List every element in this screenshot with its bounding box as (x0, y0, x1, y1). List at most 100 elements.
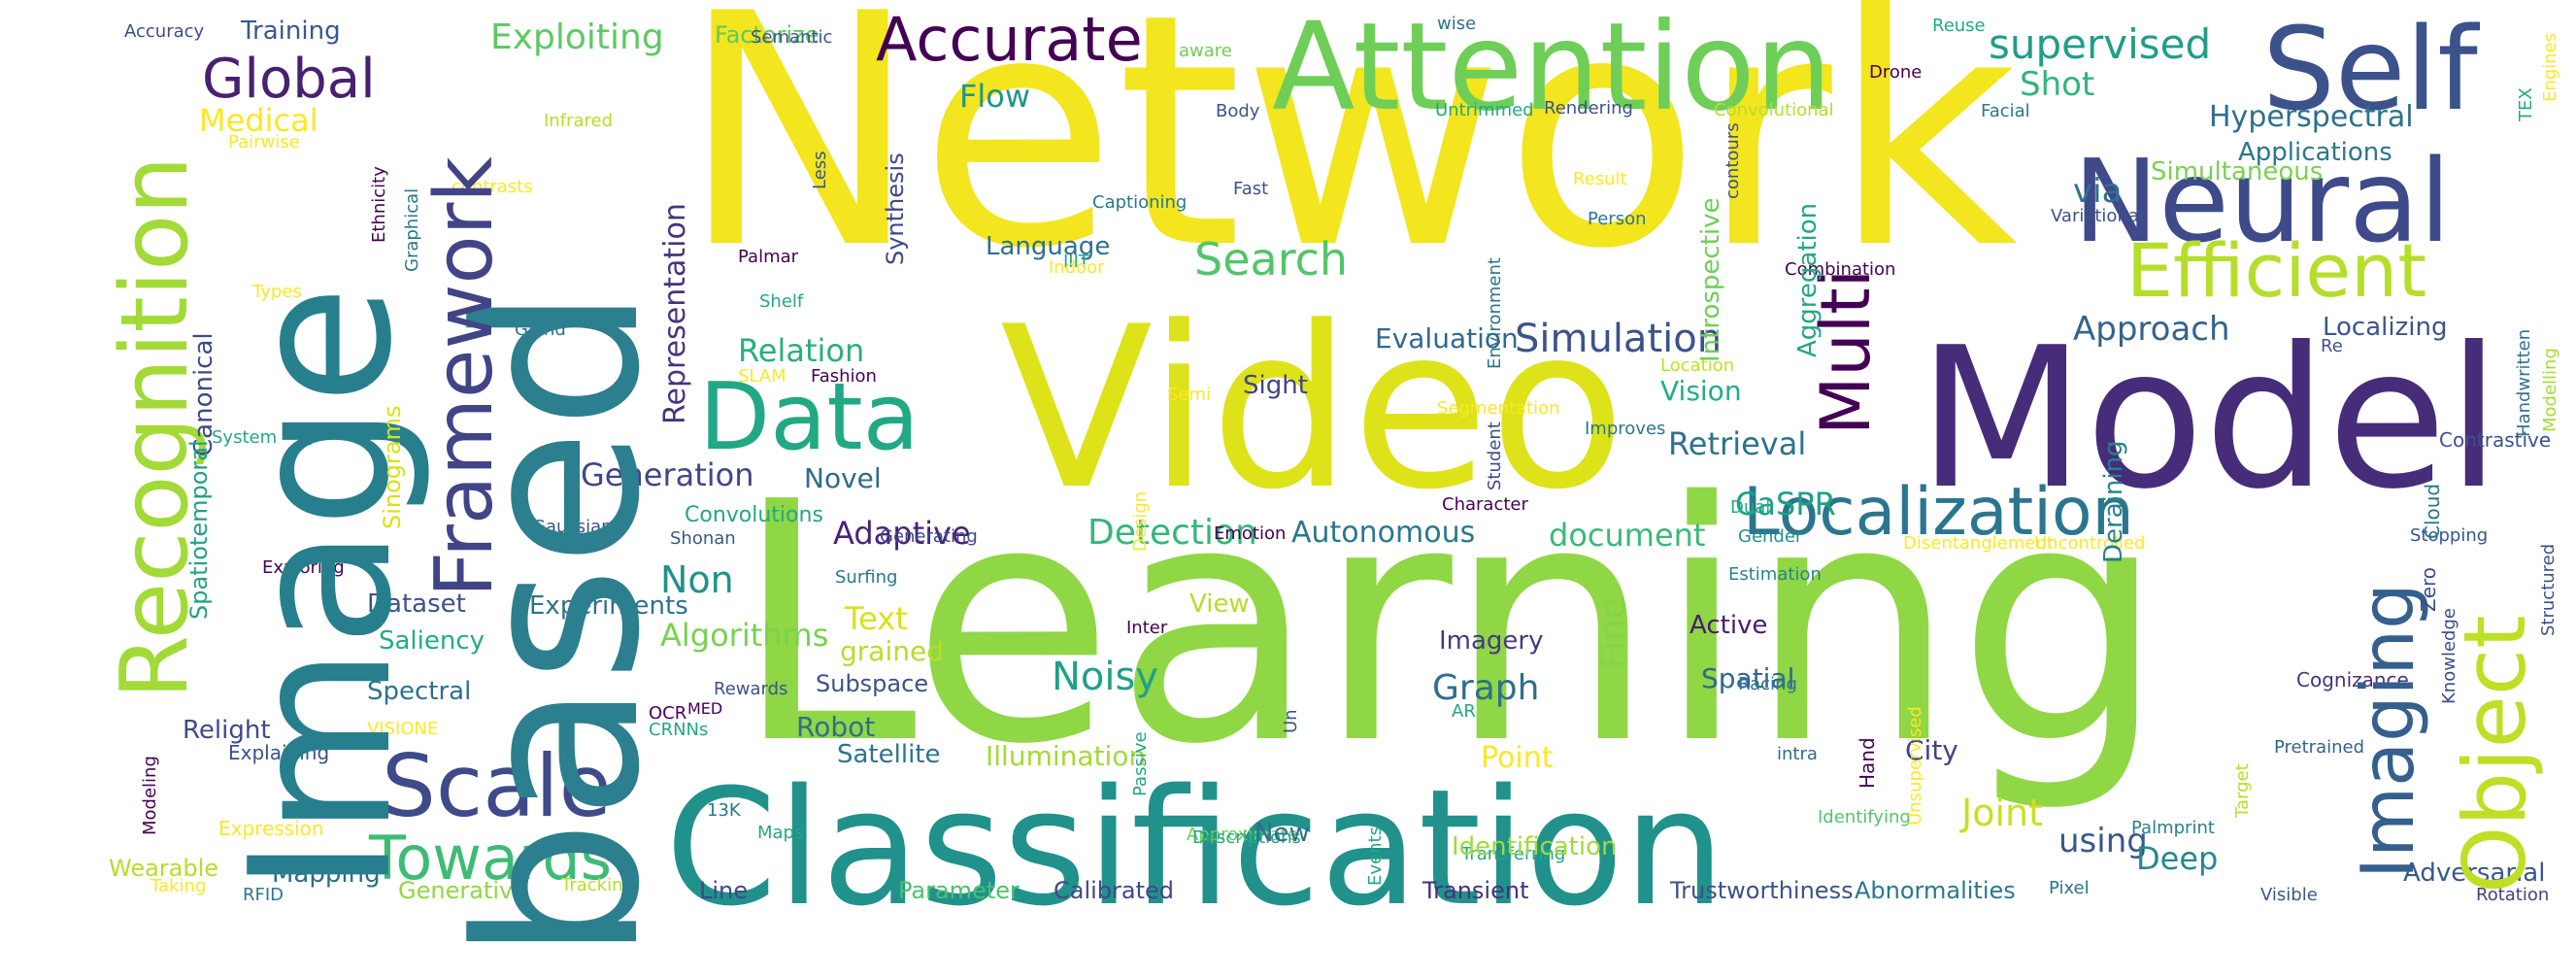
cloud-word: Evaluation (1375, 322, 1519, 354)
cloud-word: Modelling (2540, 348, 2560, 432)
cloud-word: Mapping (272, 860, 381, 889)
cloud-word: supervised (1989, 20, 2211, 68)
cloud-word: Indoor (1049, 257, 1105, 278)
cloud-word: Tracking (560, 875, 634, 895)
cloud-word: aware (1179, 41, 1232, 61)
cloud-word: Ethnicity (369, 166, 389, 243)
cloud-word: Events (1365, 826, 1386, 886)
cloud-word: Captioning (1092, 192, 1187, 213)
cloud-word: Attention (1272, 0, 1832, 138)
cloud-word: MED (687, 699, 722, 718)
cloud-word: Racing (1738, 674, 1797, 694)
cloud-word: Reuse (1932, 16, 1986, 36)
cloud-word: TEX (2516, 87, 2536, 122)
cloud-word: Experiments (529, 591, 688, 621)
cloud-word: Body (1216, 101, 1260, 121)
cloud-word: Relight (183, 716, 271, 745)
cloud-word: Combination (1785, 259, 1895, 280)
cloud-word: Approximate (1187, 825, 1298, 845)
cloud-word: Calibrated (1054, 877, 1174, 904)
cloud-word: Video (1000, 280, 1625, 539)
cloud-word: Spatial (1701, 662, 1794, 694)
cloud-word: Self (2262, 2, 2480, 136)
cloud-word: Flow (959, 78, 1030, 115)
cloud-word: wise (1437, 14, 1476, 34)
cloud-word: Active (1689, 611, 1767, 640)
cloud-word: Recognition (102, 156, 209, 699)
cloud-word: Joint (1959, 792, 2043, 834)
cloud-word: Non (660, 558, 734, 601)
cloud-word: Surfing (835, 567, 897, 588)
cloud-word: Robot (796, 711, 875, 743)
cloud-word: Result (1573, 169, 1627, 189)
cloud-word: View (1189, 590, 1250, 619)
cloud-word: Convolutional (1714, 100, 1834, 120)
cloud-word: Un (1281, 709, 1301, 733)
cloud-word: Sight (1243, 371, 1308, 400)
cloud-word: Canonical (189, 332, 218, 456)
cloud-word: Pixel (2049, 878, 2090, 898)
cloud-word: Neural (2073, 134, 2451, 268)
cloud-word: Stopping (2410, 525, 2488, 546)
cloud-word: Synthesis (882, 152, 909, 265)
cloud-word: Algorithms (660, 617, 828, 654)
cloud-word: AR (1452, 701, 1476, 722)
cloud-word: Applications (2238, 138, 2392, 167)
cloud-word: Spatiotemporal (185, 440, 213, 620)
cloud-word: Disentanglement (1903, 533, 2054, 554)
cloud-word: CaSPR (1735, 486, 1836, 523)
cloud-word: Search (1194, 233, 1348, 286)
cloud-word: Segmentation (1437, 398, 1560, 419)
cloud-word: Wearable (109, 855, 218, 882)
cloud-word: Scale (382, 736, 612, 836)
cloud-word: Deep (2136, 840, 2218, 877)
cloud-word: Deraining (2099, 440, 2128, 563)
cloud-word: Design (1130, 491, 1151, 552)
cloud-word: Point (1481, 741, 1554, 775)
cloud-word: Descriptions (1192, 827, 1301, 848)
cloud-word: Character (1442, 494, 1528, 515)
cloud-word: Illumination (986, 740, 1146, 772)
cloud-word: document (1549, 517, 1705, 554)
cloud-word: Cognizance (2296, 668, 2409, 691)
cloud-word: Adversarial (2403, 859, 2545, 888)
cloud-word: Re (2321, 336, 2343, 356)
cloud-word: Contrastive (2439, 428, 2551, 452)
cloud-word: Fashion (811, 366, 877, 387)
cloud-word: Identification (1452, 832, 1617, 861)
cloud-word: Representation (658, 203, 692, 424)
cloud-word: Dual (1730, 497, 1770, 518)
cloud-word: Structured (2538, 544, 2559, 636)
cloud-word: Modeling (140, 756, 160, 835)
cloud-word: intra (1777, 744, 1818, 764)
cloud-word: Simulation (1515, 317, 1722, 361)
cloud-word: Noisy (1052, 655, 1158, 699)
cloud-word: Improves (1585, 419, 1665, 439)
cloud-word: contours (1723, 122, 1743, 199)
cloud-word: Graph (1432, 668, 1539, 708)
cloud-word: Palmar (738, 247, 799, 267)
cloud-word: Simultaneous (2151, 157, 2323, 186)
cloud-word: Novel (804, 462, 882, 494)
cloud-word: Cloud (2421, 484, 2444, 539)
cloud-word: Image (209, 286, 435, 894)
cloud-word: Pretrained (2274, 737, 2364, 758)
cloud-word: City (1905, 734, 1958, 766)
cloud-word: Vision (1660, 375, 1742, 407)
cloud-word: Fast (1233, 179, 1268, 199)
cloud-word: Shot (2020, 65, 2094, 104)
cloud-word: Taking (150, 876, 206, 896)
cloud-word: Convolutions (685, 503, 823, 527)
cloud-word: Untrimmed (1435, 100, 1534, 120)
cloud-word: RFID (243, 885, 284, 905)
cloud-word: Fine (1593, 597, 1633, 668)
cloud-word: Accuracy (124, 21, 205, 42)
cloud-word: Training (240, 17, 341, 46)
cloud-word: System (212, 427, 277, 448)
cloud-word: Imaging (2345, 583, 2430, 879)
cloud-word: Language (986, 232, 1110, 261)
cloud-word: Estimation (1728, 564, 1822, 585)
cloud-word: Explaining (228, 741, 329, 764)
cloud-word: Classification (665, 755, 1725, 941)
